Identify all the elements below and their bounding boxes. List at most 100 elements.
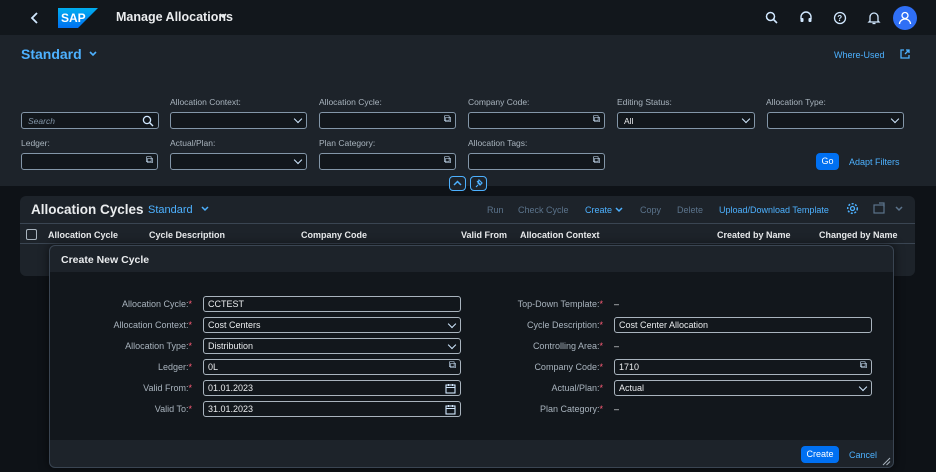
ledger-field[interactable]: 0L ⧉: [203, 359, 461, 375]
editing-status-label: Editing Status:: [617, 97, 672, 107]
allocation-context-label: Allocation Context:: [170, 97, 241, 107]
share-icon[interactable]: [899, 48, 911, 60]
actual-plan-select[interactable]: Actual: [614, 380, 872, 396]
collapse-header-button[interactable]: [449, 176, 466, 191]
go-button[interactable]: Go: [816, 153, 839, 170]
column-header[interactable]: Company Code: [301, 230, 368, 240]
column-header[interactable]: Allocation Cycle: [48, 230, 119, 240]
chevron-down-icon: [615, 207, 623, 213]
ledger-label: Ledger:*: [157, 362, 192, 372]
chevron-down-icon: [293, 155, 303, 165]
allocation-cycle-input[interactable]: ⧉: [319, 112, 456, 129]
dialog-title: Create New Cycle: [61, 254, 150, 266]
sap-logo[interactable]: SAP: [58, 8, 98, 28]
value-help-icon[interactable]: ⧉: [443, 155, 451, 166]
cancel-button[interactable]: Cancel: [849, 450, 878, 460]
allocation-type-label: Allocation Type:*: [125, 341, 192, 351]
column-header[interactable]: Changed by Name: [819, 230, 898, 240]
adapt-filters-button[interactable]: Adapt Filters: [849, 157, 900, 167]
allocation-type-select[interactable]: Distribution: [203, 338, 461, 354]
delete-button[interactable]: Delete: [677, 205, 704, 215]
allocation-tags-label: Allocation Tags:: [468, 138, 528, 148]
search-icon[interactable]: [142, 115, 154, 127]
app-title[interactable]: Manage Allocations: [116, 10, 233, 24]
value-help-icon[interactable]: ⧉: [145, 155, 153, 166]
create-button[interactable]: Create: [801, 446, 839, 463]
run-button[interactable]: Run: [487, 205, 504, 215]
chevron-up-icon: [453, 180, 462, 186]
plan-category-label: Plan Category:*: [539, 404, 603, 414]
company-code-label: Company Code:*: [534, 362, 603, 372]
actual-plan-label: Actual/Plan:*: [551, 383, 603, 393]
export-icon[interactable]: [872, 202, 888, 215]
where-used-link[interactable]: Where-Used: [834, 50, 885, 60]
top-down-template-label: Top-Down Template:*: [517, 299, 603, 309]
chevron-down-icon: [741, 114, 751, 124]
chevron-down-icon: [293, 114, 303, 124]
value-help-icon[interactable]: ⧉: [859, 360, 867, 371]
select-all-checkbox[interactable]: [26, 229, 37, 240]
allocation-cycle-label: Allocation Cycle:: [319, 97, 382, 107]
chevron-left-icon[interactable]: [30, 12, 40, 24]
calendar-icon[interactable]: [445, 383, 456, 394]
column-header[interactable]: Cycle Description: [149, 230, 226, 240]
ledger-label: Ledger:: [21, 138, 50, 148]
shell-bar: SAP Manage Allocations ?: [0, 0, 936, 36]
allocation-context-label: Allocation Context:*: [113, 320, 192, 330]
help-icon[interactable]: ?: [833, 11, 847, 25]
valid-from-label: Valid From:*: [143, 383, 192, 393]
settings-icon[interactable]: [846, 202, 859, 215]
plan-category-value: –: [614, 404, 620, 414]
headset-icon[interactable]: [799, 11, 813, 25]
pin-header-button[interactable]: [470, 176, 487, 191]
ledger-input[interactable]: ⧉: [21, 153, 158, 170]
value-help-icon[interactable]: ⧉: [448, 360, 456, 371]
chevron-down-icon: [890, 114, 900, 124]
calendar-icon[interactable]: [445, 404, 456, 415]
allocation-type-select[interactable]: [767, 112, 904, 129]
controlling-area-label: Controlling Area:*: [532, 341, 603, 351]
resize-handle-icon[interactable]: [882, 457, 891, 466]
chevron-down-icon[interactable]: [219, 13, 227, 19]
valid-from-datepicker[interactable]: 01.01.2023: [203, 380, 461, 396]
svg-text:SAP: SAP: [61, 11, 86, 25]
search-input[interactable]: Search: [21, 112, 159, 129]
variant-title[interactable]: Standard: [21, 46, 82, 62]
chevron-down-icon[interactable]: [895, 206, 903, 212]
bell-icon[interactable]: [867, 11, 881, 25]
allocation-context-select[interactable]: [170, 112, 307, 129]
column-header[interactable]: Valid From: [461, 230, 508, 240]
chevron-down-icon: [858, 382, 868, 392]
chevron-down-icon[interactable]: [89, 51, 97, 57]
column-header[interactable]: Created by Name: [717, 230, 791, 240]
value-help-icon[interactable]: ⧉: [592, 155, 600, 166]
svg-text:?: ?: [837, 14, 842, 23]
copy-button[interactable]: Copy: [640, 205, 662, 215]
actual-plan-select[interactable]: [170, 153, 307, 170]
value-help-icon[interactable]: ⧉: [443, 114, 451, 125]
check-cycle-button[interactable]: Check Cycle: [518, 205, 569, 215]
actual-plan-label: Actual/Plan:: [170, 138, 216, 148]
search-icon[interactable]: [765, 11, 778, 24]
valid-to-label: Valid To:*: [154, 404, 192, 414]
column-header[interactable]: Allocation Context: [520, 230, 600, 240]
plan-category-input[interactable]: ⧉: [319, 153, 456, 170]
cycle-description-field[interactable]: Cost Center Allocation: [614, 317, 872, 333]
allocation-tags-input[interactable]: ⧉: [468, 153, 605, 170]
user-avatar-icon[interactable]: [893, 6, 917, 30]
value-help-icon[interactable]: ⧉: [592, 114, 600, 125]
chevron-down-icon: [447, 319, 457, 329]
company-code-input[interactable]: ⧉: [468, 112, 605, 129]
chevron-down-icon[interactable]: [201, 206, 209, 212]
company-code-field[interactable]: 1710 ⧉: [614, 359, 872, 375]
company-code-label: Company Code:: [468, 97, 530, 107]
create-menu-button[interactable]: Create: [585, 205, 613, 215]
table-variant[interactable]: Standard: [148, 204, 193, 216]
allocation-cycle-label: Allocation Cycle:*: [121, 299, 192, 309]
allocation-context-select[interactable]: Cost Centers: [203, 317, 461, 333]
valid-to-datepicker[interactable]: 31.01.2023: [203, 401, 461, 417]
upload-download-template-button[interactable]: Upload/Download Template: [719, 205, 829, 215]
allocation-cycle-field[interactable]: CCTEST: [203, 296, 461, 312]
allocation-type-label: Allocation Type:: [766, 97, 826, 107]
editing-status-select[interactable]: All: [617, 112, 755, 129]
